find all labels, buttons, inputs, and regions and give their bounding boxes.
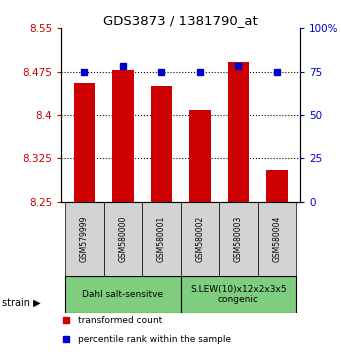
Text: strain ▶: strain ▶ xyxy=(2,298,40,308)
Text: percentile rank within the sample: percentile rank within the sample xyxy=(78,335,231,344)
Bar xyxy=(189,110,211,201)
Text: GSM580000: GSM580000 xyxy=(118,216,128,262)
Text: GSM579999: GSM579999 xyxy=(80,215,89,262)
Bar xyxy=(266,170,287,201)
Bar xyxy=(151,86,172,201)
Text: GSM580001: GSM580001 xyxy=(157,216,166,262)
Bar xyxy=(181,276,296,313)
Text: GSM580003: GSM580003 xyxy=(234,216,243,262)
Text: GSM580004: GSM580004 xyxy=(272,216,281,262)
Bar xyxy=(181,201,219,276)
Title: GDS3873 / 1381790_at: GDS3873 / 1381790_at xyxy=(103,14,258,27)
Bar xyxy=(258,201,296,276)
Bar xyxy=(74,83,95,201)
Text: GSM580002: GSM580002 xyxy=(195,216,205,262)
Bar xyxy=(65,201,104,276)
Bar xyxy=(65,276,181,313)
Text: transformed count: transformed count xyxy=(78,316,162,325)
Bar xyxy=(104,201,142,276)
Text: S.LEW(10)x12x2x3x5
congenic: S.LEW(10)x12x2x3x5 congenic xyxy=(190,285,287,304)
Bar xyxy=(113,70,134,201)
Bar xyxy=(142,201,181,276)
Bar xyxy=(228,62,249,201)
Text: Dahl salt-sensitve: Dahl salt-sensitve xyxy=(83,290,164,299)
Bar xyxy=(219,201,258,276)
